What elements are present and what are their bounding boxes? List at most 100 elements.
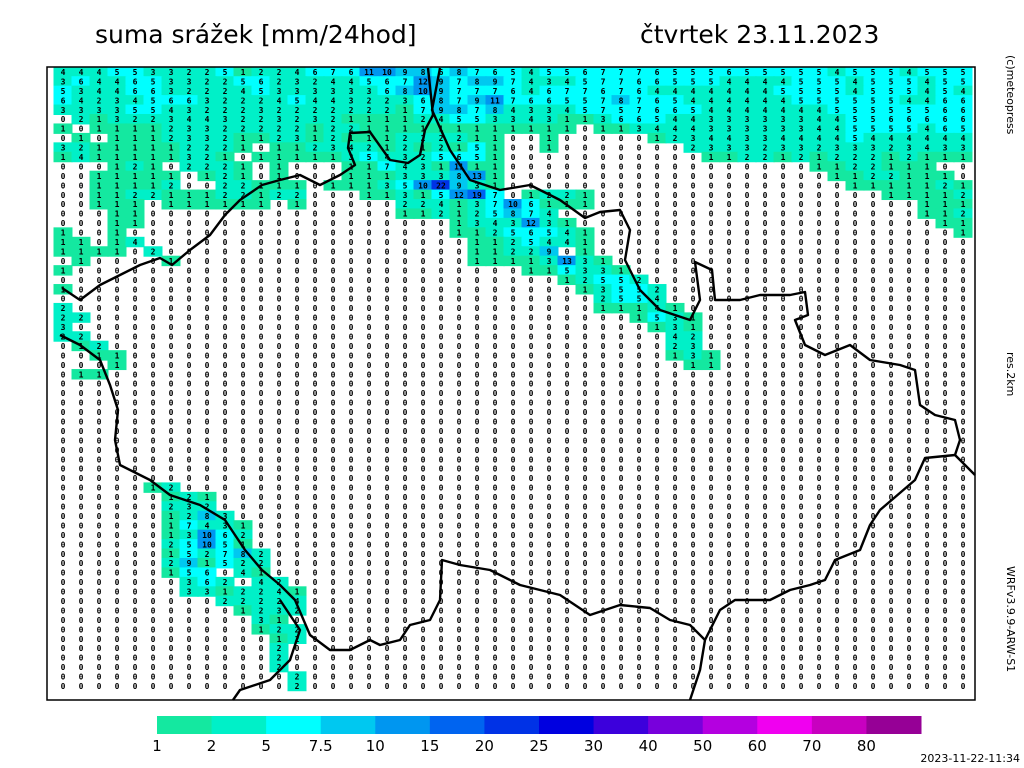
precip-value: 0 xyxy=(601,247,606,256)
precip-value: 3 xyxy=(727,115,732,124)
precip-value: 0 xyxy=(799,172,804,181)
precip-cell xyxy=(953,151,973,163)
precip-value: 1 xyxy=(115,134,120,143)
precip-cell xyxy=(647,114,667,125)
precip-cell xyxy=(953,132,973,144)
precip-value: 0 xyxy=(241,304,246,313)
precip-cell xyxy=(161,482,181,493)
precip-cell xyxy=(881,161,901,172)
precip-value: 0 xyxy=(871,389,876,398)
precip-value: 0 xyxy=(133,247,138,256)
precip-value: 0 xyxy=(565,144,570,153)
precip-value: 0 xyxy=(961,285,966,294)
precip-value: 0 xyxy=(781,663,786,672)
precip-value: 0 xyxy=(403,616,408,625)
precip-value: 0 xyxy=(655,351,660,360)
precip-value: 0 xyxy=(151,474,156,483)
precip-cell xyxy=(899,85,919,97)
precip-value: 1 xyxy=(529,191,534,200)
precip-cell xyxy=(107,236,127,248)
colorbar-label: 7.5 xyxy=(309,737,333,755)
precip-value: 13 xyxy=(472,172,482,181)
precip-value: 0 xyxy=(277,229,282,238)
precip-value: 0 xyxy=(925,512,930,521)
precip-value: 0 xyxy=(313,266,318,275)
precip-value: 0 xyxy=(493,436,498,445)
precip-value: 2 xyxy=(565,191,570,200)
precip-value: 0 xyxy=(205,181,210,190)
precip-value: 0 xyxy=(421,569,426,578)
precip-cell xyxy=(143,132,163,144)
precip-value: 0 xyxy=(493,399,498,408)
precip-cell xyxy=(143,95,163,106)
precip-value: 4 xyxy=(529,77,534,86)
precip-value: 3 xyxy=(367,87,372,96)
precip-value: 0 xyxy=(151,578,156,587)
precip-value: 0 xyxy=(907,210,912,219)
precip-cell xyxy=(755,114,775,125)
precip-cell xyxy=(71,236,91,248)
precip-value: 6 xyxy=(511,87,516,96)
precip-value: 0 xyxy=(313,172,318,181)
precip-cell xyxy=(557,217,577,229)
precip-value: 0 xyxy=(313,663,318,672)
precip-value: 0 xyxy=(457,531,462,540)
precip-cell xyxy=(197,491,217,503)
precip-value: 0 xyxy=(295,285,300,294)
precip-value: 0 xyxy=(133,323,138,332)
precip-cell xyxy=(827,76,847,87)
precip-value: 1 xyxy=(151,484,156,493)
precip-value: 4 xyxy=(871,134,876,143)
precip-cell xyxy=(539,142,559,153)
precip-value: 0 xyxy=(241,399,246,408)
precip-value: 8 xyxy=(439,96,444,105)
precip-value: 0 xyxy=(799,540,804,549)
precip-value: 0 xyxy=(493,625,498,634)
precip-cell xyxy=(179,520,199,531)
precip-cell xyxy=(935,123,955,134)
precip-value: 7 xyxy=(511,77,516,86)
precip-value: 0 xyxy=(151,323,156,332)
precip-cell xyxy=(593,274,613,286)
precip-value: 0 xyxy=(835,332,840,341)
precip-value: 0 xyxy=(925,616,930,625)
precip-value: 0 xyxy=(943,389,948,398)
colorbar-label: 5 xyxy=(261,737,271,755)
precip-value: 7 xyxy=(403,77,408,86)
precip-value: 0 xyxy=(907,484,912,493)
precip-value: 0 xyxy=(205,644,210,653)
precip-cell xyxy=(251,114,271,125)
precip-value: 0 xyxy=(961,257,966,266)
precip-value: 0 xyxy=(907,389,912,398)
precip-value: 0 xyxy=(421,446,426,455)
precip-value: 0 xyxy=(169,663,174,672)
precip-value: 0 xyxy=(781,427,786,436)
precip-value: 0 xyxy=(205,474,210,483)
precip-value: 0 xyxy=(493,446,498,455)
precip-cell xyxy=(809,95,829,106)
precip-value: 0 xyxy=(295,644,300,653)
precip-value: 0 xyxy=(817,229,822,238)
precip-value: 0 xyxy=(421,559,426,568)
precip-value: 3 xyxy=(853,144,858,153)
precip-value: 0 xyxy=(655,191,660,200)
precip-value: 5 xyxy=(961,77,966,86)
precip-value: 0 xyxy=(781,578,786,587)
precip-cell xyxy=(521,123,541,134)
precip-value: 0 xyxy=(547,484,552,493)
precip-cell xyxy=(143,180,163,191)
precip-value: 0 xyxy=(745,455,750,464)
precip-value: 0 xyxy=(835,427,840,436)
precip-value: 0 xyxy=(547,682,552,691)
precip-value: 0 xyxy=(493,351,498,360)
precip-value: 0 xyxy=(313,465,318,474)
precip-value: 0 xyxy=(583,559,588,568)
precip-cell xyxy=(251,614,271,626)
precip-cell xyxy=(503,255,523,267)
precip-value: 0 xyxy=(925,389,930,398)
precip-value: 0 xyxy=(619,361,624,370)
precip-value: 0 xyxy=(277,257,282,266)
precip-value: 0 xyxy=(313,597,318,606)
precip-value: 0 xyxy=(745,427,750,436)
precip-value: 0 xyxy=(763,380,768,389)
